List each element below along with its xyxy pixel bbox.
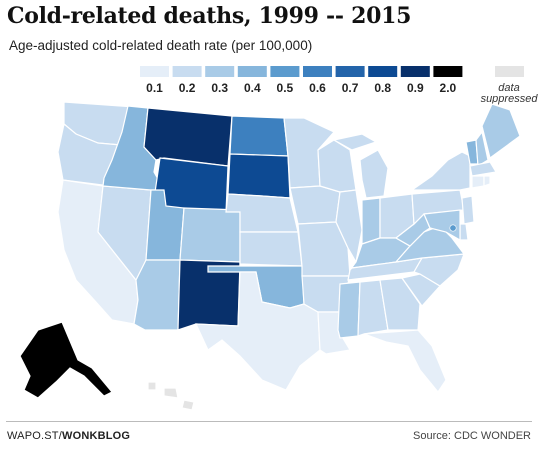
footer-source[interactable]: WAPO.ST/WONKBLOG [7, 430, 131, 442]
state-me [481, 103, 521, 160]
state-md [423, 209, 461, 242]
chart-title: Cold-related deaths, 1999 -- 2015 [7, 3, 412, 29]
state-ga [379, 277, 421, 331]
state-ri [483, 175, 491, 187]
state-mt [143, 107, 233, 167]
state-ms [337, 281, 361, 339]
state-co [179, 207, 241, 263]
state-nd [229, 115, 289, 157]
state-ny [410, 151, 471, 191]
state-nh [475, 130, 489, 168]
state-al [357, 279, 389, 337]
footer-brand: WONKBLOG [61, 430, 131, 442]
state-ma [469, 161, 497, 177]
footer-rule [6, 421, 532, 422]
state-hi [147, 381, 195, 411]
state-ks [239, 231, 303, 267]
state-sd [227, 153, 291, 199]
state-ak [19, 321, 113, 399]
state-de [459, 223, 469, 241]
state-fl [363, 329, 447, 394]
state-mi [332, 133, 389, 199]
chart-subtitle: Age-adjusted cold-related death rate (pe… [9, 38, 313, 53]
state-ct [471, 175, 485, 189]
state-nj [461, 195, 475, 225]
state-az [133, 259, 181, 331]
state-ia [289, 185, 341, 225]
footer-credit: Source: CDC WONDER [413, 430, 531, 442]
state-dc [449, 224, 457, 232]
state-in [361, 197, 381, 245]
